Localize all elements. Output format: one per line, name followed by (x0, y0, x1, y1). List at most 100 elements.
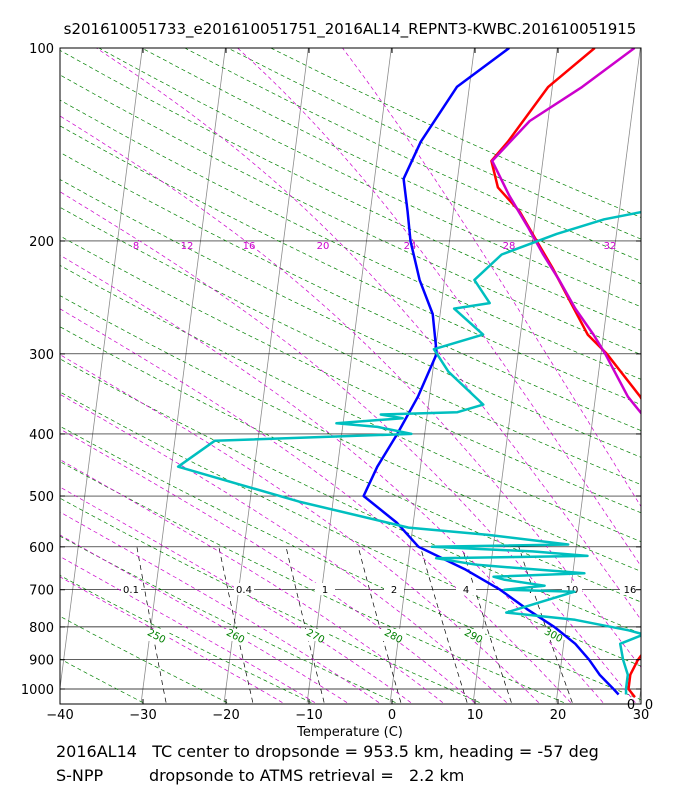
moist-adiabat-label: 12 (181, 241, 194, 252)
chart-title: s201610051733_e201610051751_2016AL14_REP… (63, 20, 637, 38)
x-tick-label: −40 (46, 708, 73, 723)
mixing-ratio-line (136, 546, 167, 703)
isotherm-line (555, 48, 641, 703)
dry-adiabat-line (60, 326, 641, 603)
mixing-ratio-label-bg (456, 583, 476, 595)
moist-adiabat-line (60, 115, 641, 668)
x-tick-label: 20 (550, 708, 567, 723)
mixing-ratio-line (357, 546, 402, 703)
x-tick-label: −10 (295, 708, 322, 723)
dry-adiabat-line (60, 99, 641, 380)
dry-adiabat-label-bg (142, 629, 168, 641)
isotherm-line (638, 685, 641, 703)
mixing-ratio-label-bg (620, 583, 640, 595)
axes: −40 −30 −20 −10 0 10 20 30100200300400500600700… (21, 42, 653, 723)
moist-adiabat-line (60, 191, 636, 703)
dry-adiabat-line (60, 235, 641, 514)
moist-adiabat-line (237, 48, 641, 567)
mixing-ratio-label-bg (121, 583, 141, 595)
dry-adiabat-line (60, 391, 641, 667)
x-tick-label: −30 (129, 708, 156, 723)
y-tick-label: 600 (29, 541, 54, 556)
series-line (490, 48, 641, 698)
moist-adiabat-label: 16 (243, 241, 256, 252)
dry-adiabat-line (60, 425, 641, 701)
dry-adiabat-line (60, 358, 641, 634)
moist-adiabat-label: 24 (404, 241, 417, 252)
moist-adiabat-line (60, 354, 539, 703)
y-tick-label: 300 (29, 348, 54, 363)
mixing-ratio-label: 16 (624, 585, 637, 596)
mixing-ratio-label: 0.1 (123, 585, 139, 596)
plot-frame (59, 47, 642, 705)
y-tick-label: 900 (29, 654, 54, 669)
dry-adiabat-label-bg (459, 629, 485, 641)
x-tick-label: 10 (467, 708, 484, 723)
mixing-ratio-line (218, 546, 254, 703)
series-line (362, 48, 620, 696)
mixing-ratio-label-bg (384, 583, 404, 595)
isotherm-line (0, 48, 59, 703)
dry-adiabat-label-bg (301, 629, 327, 641)
dry-adiabat-label-bg (379, 629, 405, 641)
moist-adiabat-label: 32 (604, 241, 617, 252)
isotherm-line (60, 48, 143, 692)
profile-lines (176, 48, 641, 698)
footer-satellite-line: S-NPP dropsonde to ATMS retrieval = 2.2 … (56, 766, 465, 785)
moist-adiabat-line (60, 459, 444, 703)
y-tick-label: 1000 (21, 683, 54, 698)
y-tick-label: 200 (29, 235, 54, 250)
mixing-ratio-line (518, 546, 573, 703)
corner-label: 0 (627, 698, 635, 713)
mixing-ratio-line (285, 546, 325, 703)
dry-adiabat-line (60, 264, 641, 543)
dry-adiabat-line (60, 497, 480, 703)
dry-adiabat-line (60, 49, 641, 331)
y-tick-label: 500 (29, 490, 54, 505)
dry-adiabat-line (60, 461, 564, 703)
corner-label: 0 (645, 698, 653, 713)
moist-adiabat-line (60, 486, 412, 703)
y-tick-label: 100 (29, 42, 54, 57)
mixing-ratio-label-bg (315, 583, 335, 595)
mixing-ratio-label: 4 (463, 585, 469, 596)
dry-adiabat-line (60, 615, 228, 703)
moist-adiabat-line (60, 511, 380, 703)
x-tick-label: −20 (212, 708, 239, 723)
moist-adiabat-line (96, 48, 641, 621)
dry-adiabat-line (60, 658, 144, 703)
moist-adiabat-label: 8 (133, 241, 139, 252)
mixing-ratio-line (420, 546, 468, 703)
mixing-ratio-label: 2 (391, 585, 397, 596)
mixing-ratio-line (461, 546, 512, 703)
dry-adiabat-line (227, 48, 641, 240)
dry-adiabat-line (60, 535, 396, 703)
isotherm-line (472, 48, 558, 703)
series-line (176, 210, 641, 695)
dry-adiabat-line (60, 125, 641, 406)
series-line (490, 48, 641, 415)
background-grid (0, 48, 641, 703)
isotherm-line (140, 48, 226, 703)
dry-adiabat-line (60, 74, 641, 355)
moist-adiabat-line (60, 576, 283, 703)
mixing-ratio-label: 1 (322, 585, 328, 596)
dry-adiabat-line (60, 206, 641, 486)
dry-adiabat-label-bg (221, 629, 247, 641)
x-tick-label: 30 (633, 708, 650, 723)
moist-adiabat-line (60, 254, 604, 703)
dry-adiabat-line (98, 48, 641, 308)
y-tick-label: 800 (29, 621, 54, 636)
y-tick-label: 700 (29, 584, 54, 599)
x-tick-label: 0 (388, 708, 396, 723)
mixing-ratio-label-bg (234, 583, 254, 595)
dry-adiabat-line (60, 179, 641, 458)
moist-adiabat-line (60, 428, 475, 703)
moist-adiabat-line (60, 393, 507, 703)
moist-adiabat-label: 20 (317, 241, 330, 252)
dry-adiabat-line (60, 151, 641, 431)
moist-adiabat-line (60, 556, 315, 703)
dry-adiabat-line (60, 575, 312, 703)
